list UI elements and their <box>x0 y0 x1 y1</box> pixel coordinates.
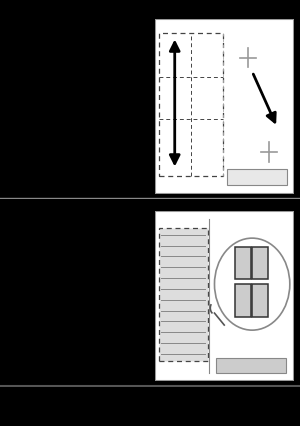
FancyBboxPatch shape <box>216 358 286 373</box>
FancyBboxPatch shape <box>252 284 268 317</box>
FancyBboxPatch shape <box>235 247 251 279</box>
FancyBboxPatch shape <box>227 170 287 185</box>
FancyBboxPatch shape <box>252 247 268 279</box>
FancyBboxPatch shape <box>159 33 223 176</box>
FancyBboxPatch shape <box>235 284 251 317</box>
FancyBboxPatch shape <box>154 19 294 194</box>
FancyBboxPatch shape <box>159 228 208 361</box>
FancyBboxPatch shape <box>154 211 294 381</box>
